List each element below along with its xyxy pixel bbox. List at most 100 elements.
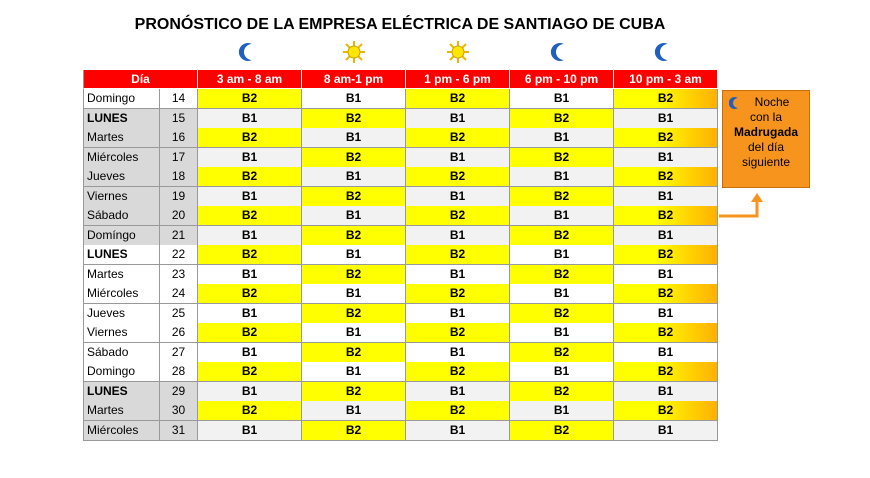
block-cell: B1	[510, 362, 614, 382]
block-cell: B1	[510, 245, 614, 265]
arrow-head	[751, 193, 763, 202]
block-cell: B2	[614, 323, 718, 343]
block-cell: B2	[510, 342, 614, 363]
block-cell: B1	[302, 167, 406, 187]
date-cell: 25	[160, 303, 198, 324]
moon-icon	[654, 43, 668, 61]
block-cell: B1	[302, 128, 406, 148]
block-cell: B2	[614, 167, 718, 187]
block-cell: B2	[614, 206, 718, 226]
day-cell: Jueves	[83, 167, 160, 187]
block-cell: B1	[614, 225, 718, 246]
block-cell: B1	[614, 108, 718, 129]
day-cell: Domingo	[83, 362, 160, 382]
date-cell: 26	[160, 323, 198, 343]
block-cell: B2	[302, 381, 406, 402]
block-cell: B1	[406, 342, 510, 363]
block-cell: B2	[510, 381, 614, 402]
block-cell: B1	[510, 284, 614, 304]
day-cell: LUNES	[83, 108, 160, 129]
block-cell: B2	[302, 264, 406, 285]
day-cell: Domíngo	[83, 225, 160, 246]
block-cell: B1	[198, 420, 302, 441]
date-cell: 30	[160, 401, 198, 421]
date-cell: 22	[160, 245, 198, 265]
sun-icon	[446, 40, 470, 64]
block-cell: B2	[302, 147, 406, 168]
block-cell: B2	[198, 206, 302, 226]
block-cell: B1	[302, 323, 406, 343]
block-cell: B2	[614, 245, 718, 265]
block-cell: B1	[614, 420, 718, 441]
day-cell: LUNES	[83, 245, 160, 265]
block-cell: B1	[302, 206, 406, 226]
block-cell: B1	[406, 264, 510, 285]
block-cell: B1	[406, 303, 510, 324]
date-cell: 28	[160, 362, 198, 382]
block-cell: B1	[510, 401, 614, 421]
block-cell: B1	[614, 264, 718, 285]
block-cell: B2	[406, 89, 510, 109]
block-cell: B1	[302, 401, 406, 421]
block-cell: B2	[302, 342, 406, 363]
block-cell: B1	[406, 147, 510, 168]
day-cell: Martes	[83, 401, 160, 421]
header-cell: 1 pm - 6 pm	[406, 70, 510, 89]
day-cell: Miércoles	[83, 147, 160, 168]
header-cell: 3 am - 8 am	[198, 70, 302, 89]
note-line: del día	[747, 140, 785, 154]
block-cell: B2	[510, 264, 614, 285]
block-cell: B2	[614, 89, 718, 109]
block-cell: B1	[614, 303, 718, 324]
block-cell: B2	[406, 323, 510, 343]
block-cell: B2	[614, 128, 718, 148]
block-cell: B2	[198, 284, 302, 304]
date-cell: 31	[160, 420, 198, 441]
day-cell: Miércoles	[83, 420, 160, 441]
block-cell: B2	[406, 128, 510, 148]
block-cell: B2	[614, 362, 718, 382]
day-cell: Miércoles	[83, 284, 160, 304]
day-cell: Viernes	[83, 186, 160, 207]
block-cell: B1	[198, 108, 302, 129]
block-cell: B2	[406, 167, 510, 187]
date-cell: 20	[160, 206, 198, 226]
block-cell: B1	[198, 381, 302, 402]
day-cell: Sábado	[83, 206, 160, 226]
date-cell: 21	[160, 225, 198, 246]
block-cell: B1	[406, 381, 510, 402]
date-cell: 24	[160, 284, 198, 304]
day-cell: Viernes	[83, 323, 160, 343]
block-cell: B1	[302, 245, 406, 265]
block-cell: B1	[198, 342, 302, 363]
day-cell: Domingo	[83, 89, 160, 109]
block-cell: B2	[198, 401, 302, 421]
block-cell: B2	[302, 108, 406, 129]
block-cell: B2	[614, 401, 718, 421]
date-cell: 19	[160, 186, 198, 207]
day-cell: Martes	[83, 264, 160, 285]
block-cell: B1	[198, 264, 302, 285]
block-cell: B2	[406, 245, 510, 265]
block-cell: B1	[510, 206, 614, 226]
block-cell: B2	[406, 284, 510, 304]
block-cell: B2	[198, 89, 302, 109]
block-cell: B2	[198, 362, 302, 382]
block-cell: B1	[406, 225, 510, 246]
moon-icon	[238, 43, 252, 61]
block-cell: B2	[198, 128, 302, 148]
header-cell: 6 pm - 10 pm	[510, 70, 614, 89]
date-cell: 18	[160, 167, 198, 187]
day-cell: Martes	[83, 128, 160, 148]
note-line: Noche	[754, 95, 790, 109]
day-cell: Jueves	[83, 303, 160, 324]
block-cell: B2	[302, 186, 406, 207]
block-cell: B1	[614, 186, 718, 207]
block-cell: B1	[510, 89, 614, 109]
block-cell: B1	[510, 167, 614, 187]
block-cell: B1	[302, 284, 406, 304]
block-cell: B2	[510, 186, 614, 207]
block-cell: B1	[198, 147, 302, 168]
block-cell: B2	[510, 108, 614, 129]
